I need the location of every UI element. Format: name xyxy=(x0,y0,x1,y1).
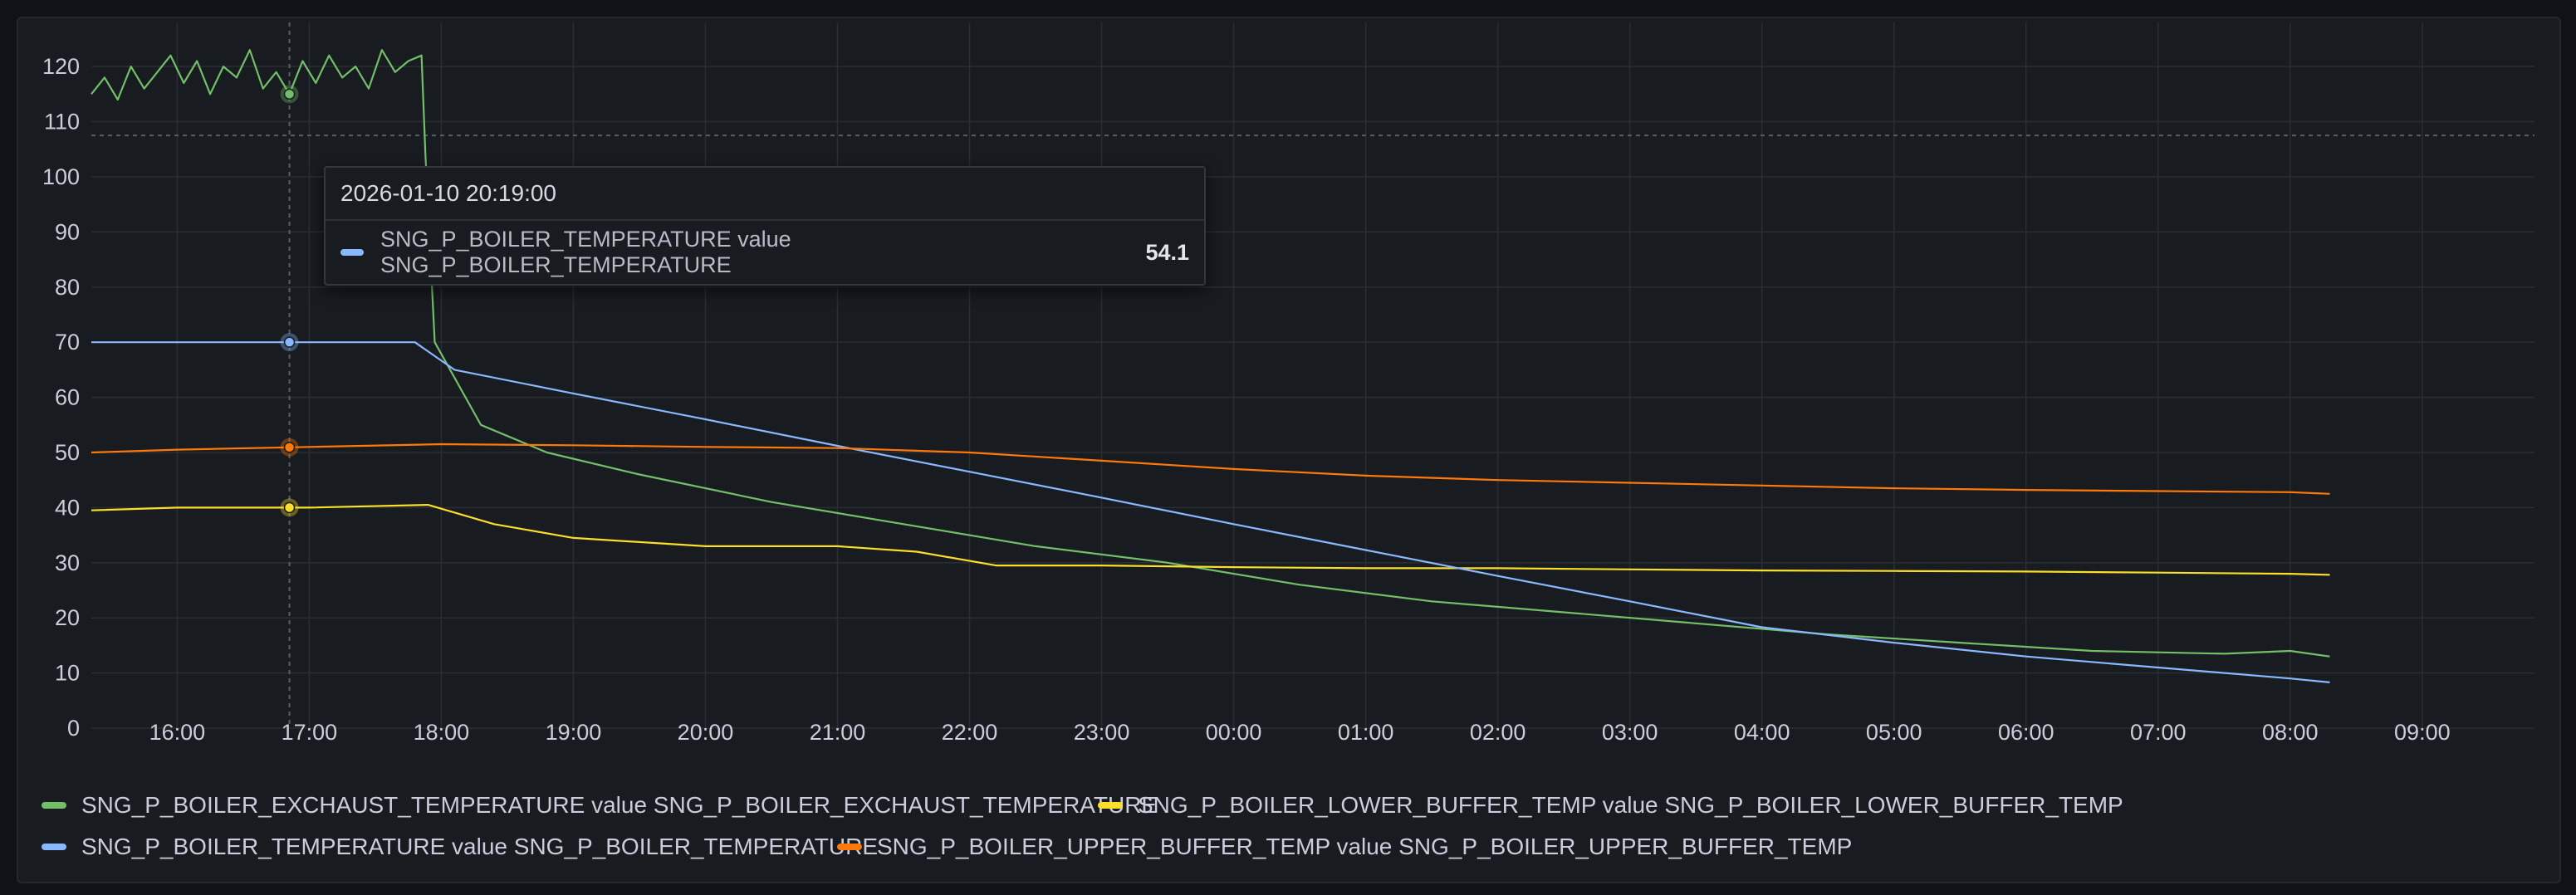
legend-item-boiler[interactable]: SNG_P_BOILER_TEMPERATURE value SNG_P_BOI… xyxy=(42,834,878,860)
x-tick-label: 20:00 xyxy=(678,720,734,745)
y-tick-label: 40 xyxy=(55,495,80,520)
y-axis: 0 10 20 30 40 50 60 70 80 90 100 110 120 xyxy=(42,54,80,741)
legend-swatch xyxy=(1098,802,1123,809)
x-tick-label: 07:00 xyxy=(2130,720,2187,745)
x-tick-label: 02:00 xyxy=(1470,720,1526,745)
y-tick-label: 20 xyxy=(55,605,80,630)
legend-label: SNG_P_BOILER_LOWER_BUFFER_TEMP value SNG… xyxy=(1138,792,2123,818)
y-tick-label: 70 xyxy=(55,330,80,355)
x-tick-label: 06:00 xyxy=(1998,720,2054,745)
x-tick-label: 16:00 xyxy=(149,720,206,745)
y-tick-label: 80 xyxy=(55,275,80,300)
x-tick-label: 17:00 xyxy=(282,720,338,745)
legend-item-upper-buffer[interactable]: SNG_P_BOILER_UPPER_BUFFER_TEMP value SNG… xyxy=(837,834,1852,860)
tooltip-value: 54.1 xyxy=(1145,239,1189,265)
x-tick-label: 03:00 xyxy=(1602,720,1658,745)
x-tick-label: 00:00 xyxy=(1206,720,1262,745)
y-tick-label: 0 xyxy=(67,716,80,741)
series-line-0 xyxy=(91,49,2330,658)
hover-markers xyxy=(280,85,299,517)
legend-swatch xyxy=(837,844,862,850)
x-tick-label: 18:00 xyxy=(414,720,470,745)
x-axis: 16:00 17:00 18:00 19:00 20:00 21:00 22:00 23:00… xyxy=(149,720,2451,745)
legend-swatch xyxy=(42,844,66,850)
x-tick-label: 22:00 xyxy=(942,720,998,745)
legend-label: SNG_P_BOILER_EXCHAUST_TEMPERATURE value … xyxy=(81,792,1158,818)
y-tick-label: 30 xyxy=(55,550,80,575)
legend-swatch xyxy=(42,802,66,809)
y-tick-label: 60 xyxy=(55,385,80,410)
tooltip-row: SNG_P_BOILER_TEMPERATURE value SNG_P_BOI… xyxy=(326,221,1204,284)
hover-tooltip: 2026-01-10 20:19:00 SNG_P_BOILER_TEMPERA… xyxy=(324,166,1206,286)
hover-marker-point xyxy=(283,336,296,348)
chart-overlays xyxy=(91,22,2534,728)
tooltip-series-swatch xyxy=(340,249,364,256)
x-tick-label: 09:00 xyxy=(2394,720,2451,745)
x-tick-label: 08:00 xyxy=(2262,720,2319,745)
legend-label: SNG_P_BOILER_UPPER_BUFFER_TEMP value SNG… xyxy=(877,834,1853,859)
tooltip-series-label: SNG_P_BOILER_TEMPERATURE value SNG_P_BOI… xyxy=(380,227,791,277)
y-tick-label: 100 xyxy=(42,164,80,189)
y-tick-label: 10 xyxy=(55,661,80,686)
series-line-1 xyxy=(91,504,2330,576)
legend-item-exhaust[interactable]: SNG_P_BOILER_EXCHAUST_TEMPERATURE value … xyxy=(42,792,1157,819)
series-lines xyxy=(91,49,2330,683)
tooltip-time: 2026-01-10 20:19:00 xyxy=(326,168,1204,221)
hover-marker-point xyxy=(283,442,296,453)
y-tick-label: 120 xyxy=(42,54,80,79)
grid-lines xyxy=(91,22,2534,729)
x-tick-label: 05:00 xyxy=(1866,720,1922,745)
y-tick-label: 110 xyxy=(44,110,80,134)
x-tick-label: 04:00 xyxy=(1734,720,1790,745)
legend-label: SNG_P_BOILER_TEMPERATURE value SNG_P_BOI… xyxy=(81,834,879,859)
legend-item-lower-buffer[interactable]: SNG_P_BOILER_LOWER_BUFFER_TEMP value SNG… xyxy=(1098,792,2123,819)
series-line-3 xyxy=(91,443,2330,495)
y-tick-label: 50 xyxy=(55,440,80,465)
hover-marker-point xyxy=(283,88,296,100)
hover-marker-point xyxy=(283,501,296,514)
chart-panel: 0 10 20 30 40 50 60 70 80 90 100 110 120 16:00 17:00 1… xyxy=(17,17,2561,883)
x-tick-label: 19:00 xyxy=(546,720,602,745)
y-tick-label: 90 xyxy=(55,219,80,244)
x-tick-label: 23:00 xyxy=(1074,720,1130,745)
x-tick-label: 21:00 xyxy=(810,720,866,745)
x-tick-label: 01:00 xyxy=(1338,720,1394,745)
series-line-2 xyxy=(91,341,2330,683)
